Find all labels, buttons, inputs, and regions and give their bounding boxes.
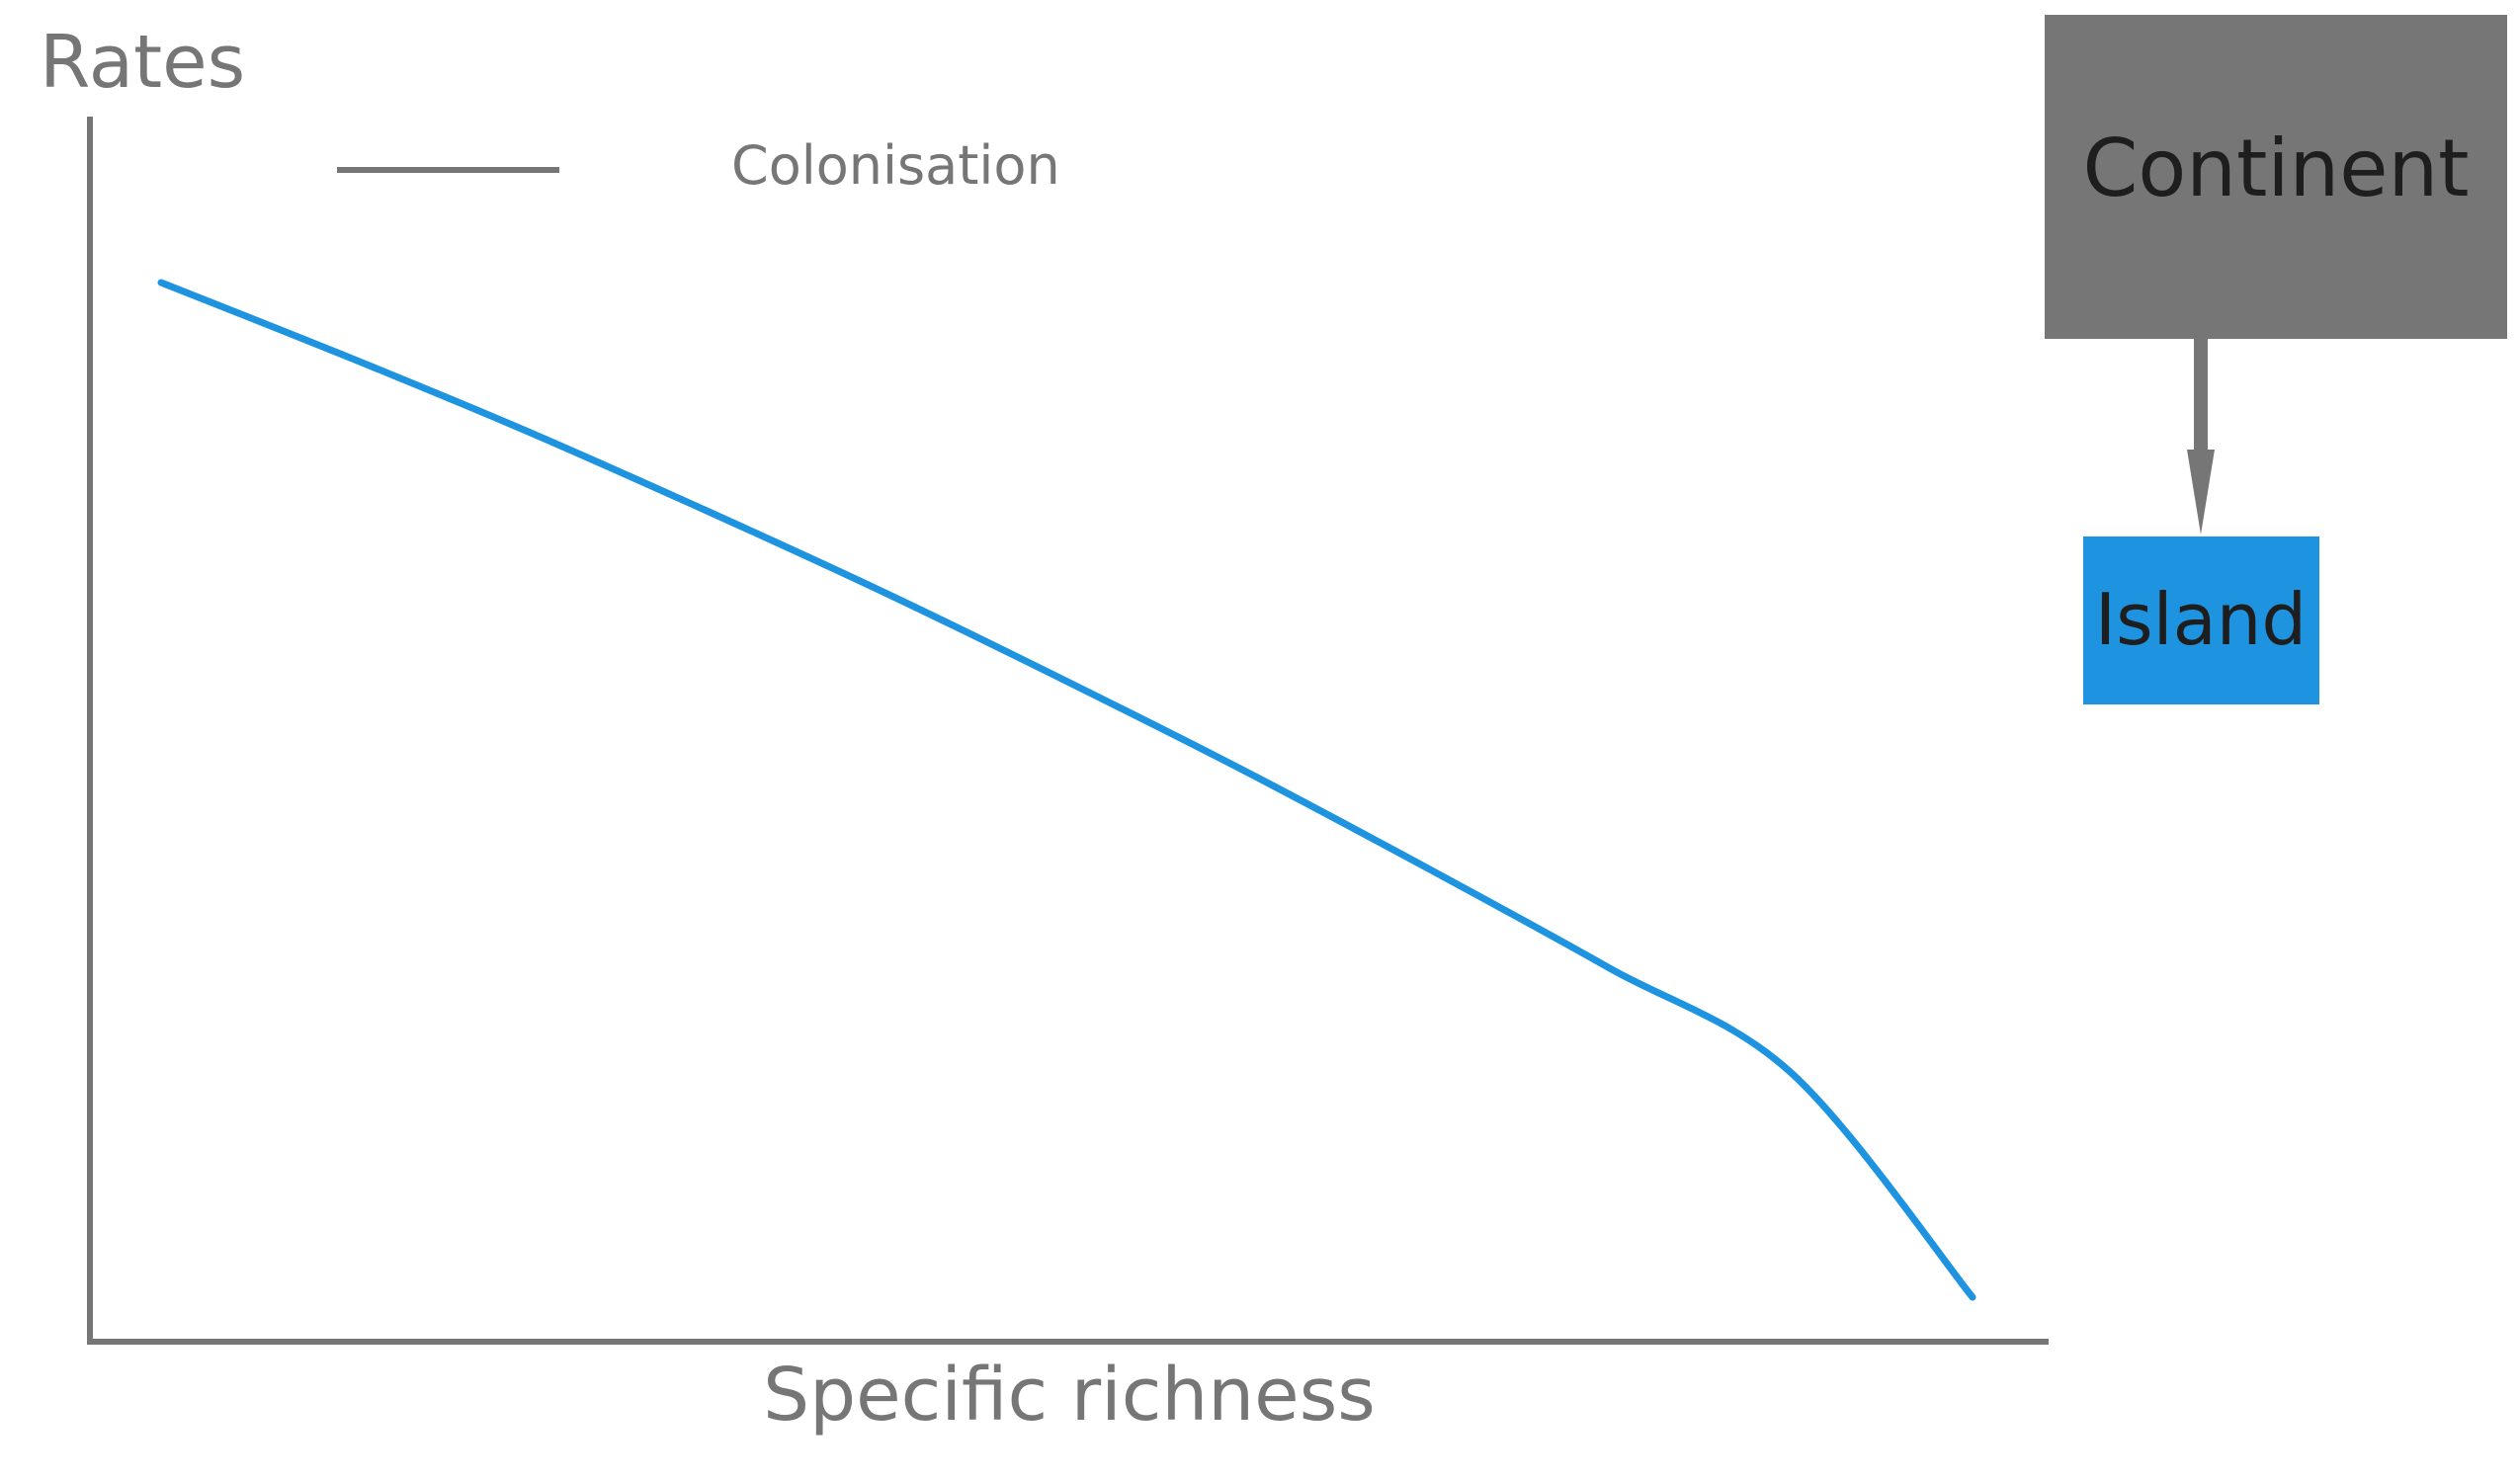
legend-label: Colonisation bbox=[731, 134, 1060, 197]
island-label: Island bbox=[2095, 578, 2307, 661]
arrow-head bbox=[2187, 450, 2215, 535]
colonisation-diagram: Continent Island bbox=[2045, 15, 2507, 704]
continent-label: Continent bbox=[2082, 123, 2469, 214]
legend: Colonisation bbox=[337, 134, 1060, 197]
island-box bbox=[2083, 536, 2319, 704]
x-axis-title: Specific richness bbox=[763, 1353, 1376, 1438]
plot-area bbox=[157, 279, 1976, 1301]
y-axis-title: Rates bbox=[40, 20, 245, 105]
continent-box bbox=[2045, 15, 2507, 339]
series-line-0 bbox=[157, 279, 1976, 1301]
